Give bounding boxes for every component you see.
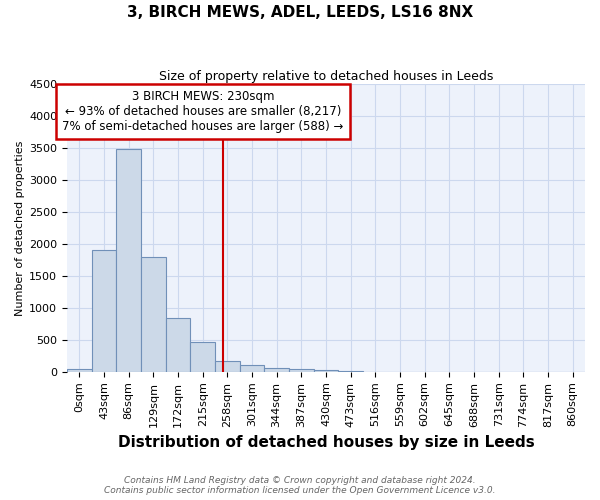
Bar: [338, 371, 363, 372]
Bar: [239, 365, 265, 372]
Bar: [190, 342, 215, 372]
Bar: [166, 318, 190, 372]
Bar: [289, 369, 314, 372]
Text: 3 BIRCH MEWS: 230sqm
← 93% of detached houses are smaller (8,217)
7% of semi-det: 3 BIRCH MEWS: 230sqm ← 93% of detached h…: [62, 90, 344, 133]
Bar: [116, 148, 141, 372]
Bar: [67, 368, 92, 372]
X-axis label: Distribution of detached houses by size in Leeds: Distribution of detached houses by size …: [118, 435, 535, 450]
Bar: [314, 370, 338, 372]
Bar: [92, 250, 116, 372]
Bar: [265, 368, 289, 372]
Text: Contains HM Land Registry data © Crown copyright and database right 2024.
Contai: Contains HM Land Registry data © Crown c…: [104, 476, 496, 495]
Bar: [141, 258, 166, 372]
Text: 3, BIRCH MEWS, ADEL, LEEDS, LS16 8NX: 3, BIRCH MEWS, ADEL, LEEDS, LS16 8NX: [127, 5, 473, 20]
Bar: [215, 362, 239, 372]
Y-axis label: Number of detached properties: Number of detached properties: [15, 140, 25, 316]
Title: Size of property relative to detached houses in Leeds: Size of property relative to detached ho…: [159, 70, 493, 83]
